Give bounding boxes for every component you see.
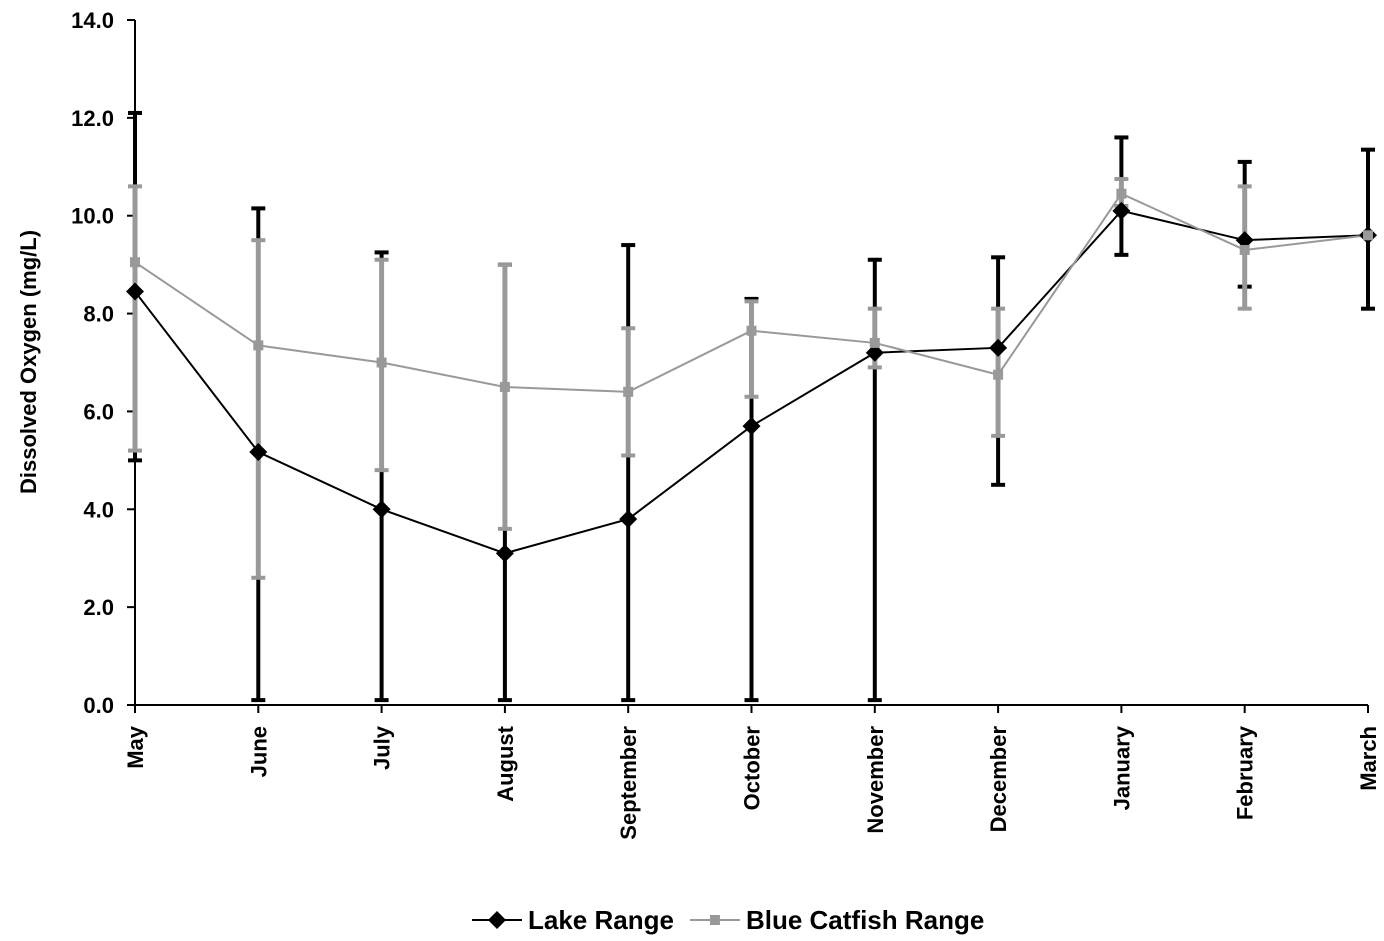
legend-marker [488, 911, 506, 929]
y-tick-label: 12.0 [71, 106, 114, 131]
data-point [1239, 244, 1250, 255]
legend-label: Blue Catfish Range [746, 905, 984, 935]
x-tick-label: July [370, 725, 395, 770]
y-tick-label: 0.0 [83, 693, 114, 718]
y-tick-label: 6.0 [83, 399, 114, 424]
x-tick-label: February [1233, 725, 1258, 820]
legend-label: Lake Range [528, 905, 674, 935]
x-tick-label: December [986, 726, 1011, 833]
y-axis-title: Dissolved Oxygen (mg/L) [16, 230, 41, 494]
y-tick-label: 2.0 [83, 595, 114, 620]
data-point [746, 325, 757, 336]
data-point [1363, 230, 1373, 241]
y-tick-label: 14.0 [71, 8, 114, 33]
data-point [1235, 231, 1254, 250]
data-point [499, 381, 510, 392]
data-point [372, 500, 391, 519]
data-point [742, 417, 761, 436]
y-tick-label: 8.0 [83, 302, 114, 327]
data-point [1116, 188, 1127, 199]
x-tick-label: January [1109, 725, 1134, 810]
x-tick-label: May [123, 725, 148, 769]
legend: Lake Range Blue Catfish Range [472, 905, 984, 935]
y-ticks: 0.0 2.0 4.0 6.0 8.0 10.0 12.0 14.0 [71, 8, 135, 718]
y-tick-label: 4.0 [83, 497, 114, 522]
data-point [989, 338, 1008, 357]
x-tick-label: November [863, 726, 888, 834]
data-point [869, 337, 880, 348]
data-point [126, 282, 144, 301]
x-ticks: May June July August September October Novembe… [123, 705, 1381, 840]
x-tick-label: March [1356, 726, 1381, 791]
x-tick-label: September [616, 726, 641, 840]
error-bars [128, 110, 1375, 703]
y-tick-label: 10.0 [71, 204, 114, 229]
data-point [253, 340, 264, 351]
data-point [865, 343, 884, 362]
legend-marker [709, 915, 720, 925]
x-tick-label: August [493, 725, 518, 801]
x-tick-label: June [246, 726, 271, 777]
data-point [130, 257, 140, 268]
data-point [495, 544, 514, 563]
data-point [1112, 201, 1131, 220]
x-tick-label: October [740, 726, 765, 811]
data-point [619, 510, 638, 529]
data-point [623, 386, 634, 397]
data-point [376, 357, 387, 368]
data-point [249, 443, 268, 462]
data-point [993, 369, 1004, 380]
markers [126, 188, 1377, 563]
